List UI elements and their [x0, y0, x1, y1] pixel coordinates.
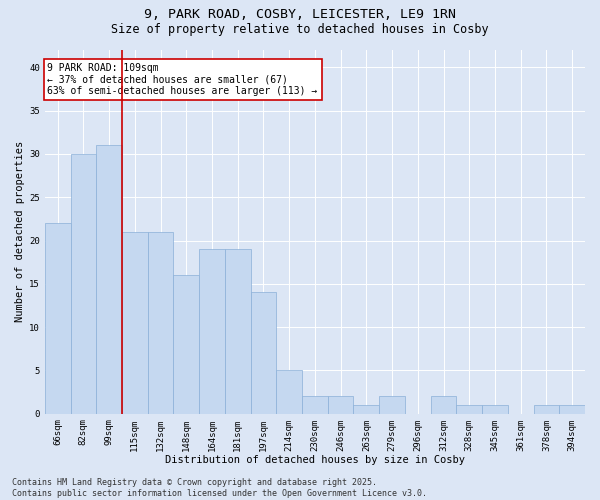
- Bar: [199, 249, 225, 414]
- Bar: [533, 405, 559, 413]
- Bar: [379, 396, 405, 413]
- Bar: [277, 370, 302, 414]
- Bar: [148, 232, 173, 414]
- Bar: [482, 405, 508, 413]
- Bar: [328, 396, 353, 413]
- Bar: [353, 405, 379, 413]
- Bar: [302, 396, 328, 413]
- Bar: [45, 223, 71, 414]
- Bar: [173, 275, 199, 413]
- Bar: [225, 249, 251, 414]
- Bar: [559, 405, 585, 413]
- Bar: [71, 154, 96, 413]
- Text: Size of property relative to detached houses in Cosby: Size of property relative to detached ho…: [111, 22, 489, 36]
- Text: 9 PARK ROAD: 109sqm
← 37% of detached houses are smaller (67)
63% of semi-detach: 9 PARK ROAD: 109sqm ← 37% of detached ho…: [47, 62, 318, 96]
- Bar: [431, 396, 457, 413]
- Bar: [122, 232, 148, 414]
- Y-axis label: Number of detached properties: Number of detached properties: [15, 141, 25, 322]
- Bar: [457, 405, 482, 413]
- X-axis label: Distribution of detached houses by size in Cosby: Distribution of detached houses by size …: [165, 455, 465, 465]
- Bar: [96, 146, 122, 414]
- Text: Contains HM Land Registry data © Crown copyright and database right 2025.
Contai: Contains HM Land Registry data © Crown c…: [12, 478, 427, 498]
- Text: 9, PARK ROAD, COSBY, LEICESTER, LE9 1RN: 9, PARK ROAD, COSBY, LEICESTER, LE9 1RN: [144, 8, 456, 20]
- Bar: [251, 292, 277, 414]
